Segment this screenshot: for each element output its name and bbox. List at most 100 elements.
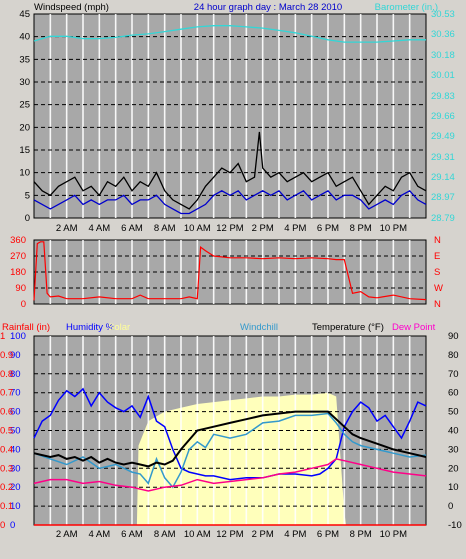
direction-ytick-label: 270 <box>10 251 26 262</box>
temperature-ytick-label: 70 <box>448 369 459 380</box>
direction-ytick-label: 360 <box>10 235 26 246</box>
climate-xtick-label: 4 AM <box>89 529 111 540</box>
series-line-windspeed <box>33 189 427 215</box>
direction-compass-label: N <box>434 235 441 246</box>
humidity-ytick-label: 60 <box>10 407 21 418</box>
barometer-ytick-label: 29.83 <box>431 91 455 102</box>
barometer-ytick-label: 29.31 <box>431 152 455 163</box>
rain-ytick-label: 0.6 <box>0 407 13 418</box>
rain-ytick-label: 0.2 <box>0 482 13 493</box>
wind-xtick-label: 6 AM <box>121 223 143 234</box>
temperature-ytick-label: 30 <box>448 444 459 455</box>
climate-xtick-label: 4 PM <box>284 529 306 540</box>
climate-xtick-label: 8 PM <box>350 529 372 540</box>
humidity-ytick-label: 50 <box>10 426 21 437</box>
barometer-ytick-label: 29.66 <box>431 111 455 122</box>
wind-xtick-label: 8 PM <box>350 223 372 234</box>
barometer-ytick-label: 30.18 <box>431 50 455 61</box>
wind-ytick-label: 35 <box>19 54 30 65</box>
climate-xtick-label: 10 PM <box>380 529 408 540</box>
temperature-ytick-label: 50 <box>448 407 459 418</box>
humidity-ytick-label: 70 <box>10 388 21 399</box>
barometer-ytick-label: 28.97 <box>431 192 455 203</box>
rain-ytick-label: 1 <box>0 331 5 342</box>
series-line-dew-point <box>33 458 427 492</box>
legend-item-dew-point: Dew Point <box>392 322 436 333</box>
wind-xtick-label: 4 PM <box>284 223 306 234</box>
barometer-ytick-label: 30.53 <box>431 9 455 20</box>
wind-ytick-label: 15 <box>19 145 30 156</box>
barometer-ytick-label: 29.14 <box>431 172 455 183</box>
humidity-ytick-label: 90 <box>10 350 21 361</box>
series-line-windchill <box>33 412 427 489</box>
wind-xtick-label: 6 PM <box>317 223 339 234</box>
series-line-humidity <box>33 387 427 481</box>
temperature-ytick-label: 20 <box>448 463 459 474</box>
wind-xtick-label: 2 PM <box>252 223 274 234</box>
rain-ytick-label: 0.5 <box>0 426 13 437</box>
rain-ytick-label: 0.1 <box>0 501 13 512</box>
series-line-wind-direction <box>33 241 427 301</box>
chart-title: 24 hour graph day : March 28 2010 <box>194 2 342 13</box>
climate-xtick-label: 12 PM <box>216 529 244 540</box>
series-line-temperature <box>33 410 427 468</box>
direction-ytick-label: 180 <box>10 267 26 278</box>
humidity-ytick-label: 100 <box>10 331 26 342</box>
rain-ytick-label: 0.7 <box>0 388 13 399</box>
wind-ylabel: Windspeed (mph) <box>34 2 109 13</box>
direction-ytick-label: 90 <box>15 283 26 294</box>
wind-xtick-label: 4 AM <box>89 223 111 234</box>
wind-ytick-label: 30 <box>19 77 30 88</box>
wind-ytick-label: 5 <box>25 190 30 201</box>
temperature-ytick-label: 60 <box>448 388 459 399</box>
wind-xtick-label: 10 AM <box>184 223 211 234</box>
barometer-ytick-label: 30.36 <box>431 29 455 40</box>
series-line-barometer <box>33 25 426 43</box>
climate-xtick-label: 2 AM <box>56 529 78 540</box>
direction-ytick-label: 0 <box>21 299 26 310</box>
series-line-gust <box>33 131 427 210</box>
wind-xtick-label: 2 AM <box>56 223 78 234</box>
humidity-ytick-label: 40 <box>10 444 21 455</box>
direction-compass-label: E <box>434 251 440 262</box>
humidity-ytick-label: 10 <box>10 501 21 512</box>
direction-compass-label: N <box>434 299 441 310</box>
climate-xtick-label: 8 AM <box>154 529 176 540</box>
temperature-ytick-label: 80 <box>448 350 459 361</box>
rain-ytick-label: 0.8 <box>0 369 13 380</box>
temperature-ytick-label: -10 <box>448 520 462 531</box>
wind-ytick-label: 45 <box>19 9 30 20</box>
legend-item-rainfall-in-: Rainfall (in) <box>2 322 50 333</box>
temperature-ytick-label: 10 <box>448 482 459 493</box>
direction-compass-label: W <box>434 283 443 294</box>
climate-xtick-label: 10 AM <box>184 529 211 540</box>
wind-ytick-label: 0 <box>25 213 30 224</box>
barometer-ylabel: Barometer (in.) <box>375 2 438 13</box>
legend-item-humidity-: Humidity % <box>66 322 115 333</box>
climate-xtick-label: 6 AM <box>121 529 143 540</box>
barometer-ytick-label: 28.79 <box>431 213 455 224</box>
temperature-ytick-label: 40 <box>448 426 459 437</box>
climate-xtick-label: 2 PM <box>252 529 274 540</box>
wind-ytick-label: 10 <box>19 168 30 179</box>
barometer-ytick-label: 29.49 <box>431 131 455 142</box>
barometer-ytick-label: 30.01 <box>431 70 455 81</box>
temperature-ytick-label: 0 <box>448 501 453 512</box>
humidity-ytick-label: 80 <box>10 369 21 380</box>
climate-xtick-label: 6 PM <box>317 529 339 540</box>
rain-ytick-label: 0.4 <box>0 444 13 455</box>
humidity-ytick-label: 20 <box>10 482 21 493</box>
rain-ytick-label: 0.3 <box>0 463 13 474</box>
wind-xtick-label: 12 PM <box>216 223 244 234</box>
legend-item-temperature-f-: Temperature (°F) <box>312 322 384 333</box>
direction-compass-label: S <box>434 267 440 278</box>
wind-ytick-label: 20 <box>19 122 30 133</box>
wind-xtick-label: 8 AM <box>154 223 176 234</box>
legend-item-solar: Solar <box>108 322 130 333</box>
humidity-ytick-label: 30 <box>10 463 21 474</box>
legend-item-windchill: Windchill <box>240 322 278 333</box>
wind-ytick-label: 40 <box>19 32 30 43</box>
wind-ytick-label: 25 <box>19 100 30 111</box>
wind-xtick-label: 10 PM <box>380 223 408 234</box>
